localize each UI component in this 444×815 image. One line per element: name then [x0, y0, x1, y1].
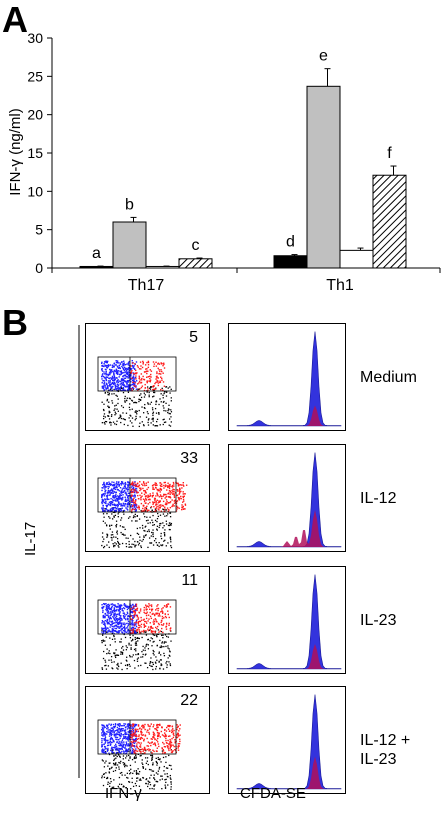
- significance-letter: d: [286, 234, 295, 251]
- x-category-label: Th1: [326, 277, 354, 294]
- y-axis-title: IFN-γ (ng/ml): [7, 108, 24, 196]
- bar: [112, 221, 147, 269]
- significance-letter: e: [319, 48, 328, 65]
- y-tick-label: 5: [35, 222, 43, 238]
- cfse-histogram: [228, 686, 346, 794]
- y-tick-label: 0: [35, 260, 43, 276]
- cfse-histogram: [228, 444, 346, 552]
- panel-a-letter: A: [2, 0, 28, 40]
- y-tick-label: 15: [27, 145, 43, 161]
- dot-plot: [85, 686, 210, 794]
- y-tick-label: 10: [27, 183, 43, 199]
- gate-percent: 5: [189, 329, 198, 346]
- significance-letter: a: [92, 245, 101, 262]
- bar: [178, 258, 213, 269]
- panel-b-letter: B: [2, 302, 28, 343]
- condition-label: IL-23: [360, 612, 397, 629]
- condition-label: IL-12 + IL-23: [360, 732, 411, 768]
- significance-letter: f: [387, 145, 392, 162]
- y-tick-label: 30: [27, 30, 43, 46]
- dot-plot: [85, 566, 210, 674]
- dot-plot: [85, 323, 210, 431]
- ifn-gamma-bar-chart: 0 5 10 15 20 25 30 Th17 a b c Th1 d e f IFN-γ (ng/ml): [7, 30, 441, 294]
- gate-percent: 33: [180, 450, 198, 467]
- x-category-label: Th17: [128, 277, 165, 294]
- gate-percent: 11: [181, 572, 198, 589]
- y-tick-label: 25: [27, 68, 43, 84]
- bar: [306, 85, 341, 269]
- cfse-histogram: [228, 323, 346, 431]
- dot-plot: [85, 444, 210, 552]
- cfda-se-x-label: CFDA-SE: [240, 785, 306, 802]
- significance-letter: c: [192, 237, 200, 254]
- bar: [372, 174, 407, 269]
- il17-axis-label: IL-17: [22, 521, 39, 556]
- gate-percent: 22: [180, 692, 198, 709]
- cfse-histogram: [228, 566, 346, 674]
- significance-letter: b: [125, 196, 134, 213]
- condition-label: Medium: [360, 369, 417, 386]
- y-tick-label: 20: [27, 107, 43, 123]
- ifn-gamma-x-label: IFN-γ: [105, 785, 142, 802]
- condition-label: IL-12: [360, 490, 397, 507]
